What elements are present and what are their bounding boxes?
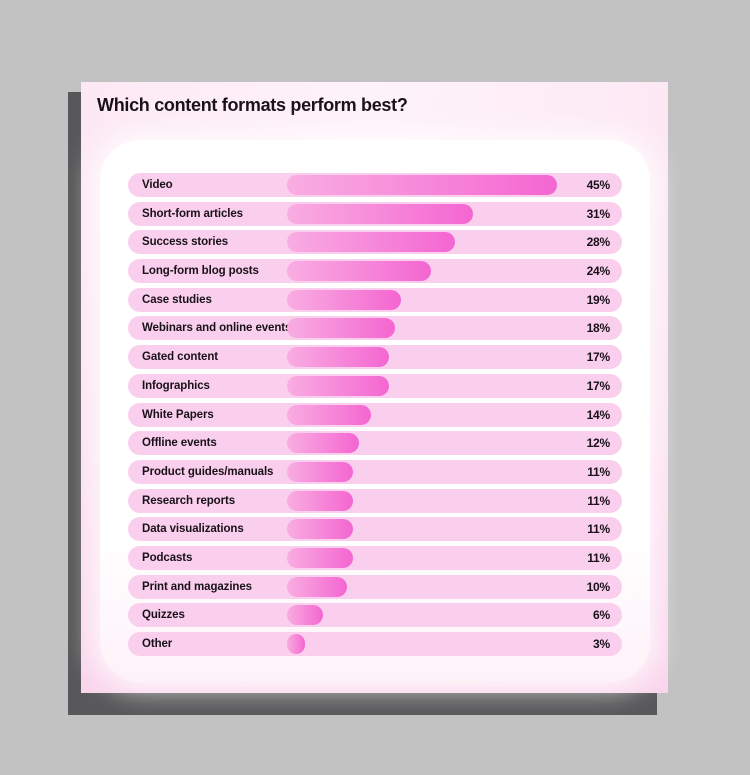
bar-row: Success stories 28% — [128, 230, 622, 255]
bar-row: Offline events 12% — [128, 431, 622, 456]
category-label: Success stories — [142, 236, 229, 249]
value-label: 24% — [586, 264, 611, 279]
bar-row: White Papers 14% — [128, 402, 622, 427]
value-bar — [287, 404, 371, 425]
bar-row: Infographics 17% — [128, 373, 622, 398]
category-label: Long-form blog posts — [142, 265, 259, 278]
bar-row: Quizzes 6% — [128, 603, 622, 628]
value-label: 11% — [587, 550, 610, 565]
chart-panel: Video 45% Short-form articles 31% Succes… — [100, 140, 650, 682]
value-bar — [287, 203, 473, 224]
value-bar — [287, 289, 401, 310]
value-bar — [287, 634, 305, 654]
value-bar — [287, 318, 395, 339]
value-label: 19% — [586, 292, 611, 307]
bar-row: Video 45% — [128, 173, 622, 197]
value-bar — [287, 519, 353, 540]
value-bar — [287, 547, 353, 568]
bar-row: Data visualizations 11% — [128, 517, 622, 542]
category-label: Other — [142, 638, 173, 650]
value-bar — [287, 461, 353, 482]
category-label: Research reports — [142, 494, 235, 507]
category-label: Quizzes — [142, 609, 185, 622]
value-label: 11% — [587, 522, 610, 537]
category-label: Infographics — [142, 379, 210, 392]
value-label: 12% — [586, 436, 611, 451]
value-bar — [287, 576, 347, 597]
value-bar — [287, 605, 323, 626]
category-label: Data visualizations — [142, 523, 244, 536]
bar-row: Print and magazines 10% — [128, 574, 622, 599]
category-label: Product guides/manuals — [142, 465, 274, 478]
bar-row: Short-form articles 31% — [128, 201, 622, 226]
value-bar — [287, 433, 359, 454]
category-label: Video — [142, 179, 173, 191]
bar-row: Webinars and online events 18% — [128, 316, 622, 341]
bar-row: Podcasts 11% — [128, 545, 622, 570]
bar-row: Other 3% — [128, 632, 622, 656]
value-bar — [287, 347, 389, 368]
bar-row: Product guides/manuals 11% — [128, 459, 622, 484]
bar-row: Case studies 19% — [128, 287, 622, 312]
value-label: 18% — [586, 321, 611, 336]
category-label: Webinars and online events — [142, 322, 292, 335]
bar-row: Gated content 17% — [128, 345, 622, 370]
value-bar — [287, 261, 431, 282]
value-bar — [287, 490, 353, 511]
value-bar — [287, 375, 389, 396]
category-label: Podcasts — [142, 551, 193, 564]
category-label: Print and magazines — [142, 580, 252, 593]
survey-card: Which content formats perform best? Vide… — [68, 82, 668, 715]
bar-row: Long-form blog posts 24% — [128, 259, 622, 284]
value-label: 11% — [587, 493, 610, 508]
bar-list: Video 45% Short-form articles 31% Succes… — [128, 173, 622, 656]
value-label: 31% — [586, 206, 611, 221]
value-bar — [287, 175, 557, 195]
value-label: 14% — [586, 407, 611, 422]
value-label: 10% — [586, 579, 611, 594]
category-label: Case studies — [142, 293, 212, 306]
category-label: Gated content — [142, 351, 219, 364]
value-label: 11% — [587, 464, 610, 479]
category-label: Offline events — [142, 437, 217, 450]
category-label: White Papers — [142, 408, 214, 421]
value-label: 6% — [593, 608, 610, 623]
value-label: 28% — [586, 235, 611, 250]
chart-title: Which content formats perform best? — [97, 95, 408, 115]
value-label: 45% — [586, 178, 611, 192]
bar-row: Research reports 11% — [128, 488, 622, 513]
value-label: 17% — [586, 378, 611, 393]
value-bar — [287, 232, 455, 253]
value-label: 3% — [593, 637, 610, 651]
category-label: Short-form articles — [142, 207, 243, 220]
value-label: 17% — [586, 350, 611, 365]
